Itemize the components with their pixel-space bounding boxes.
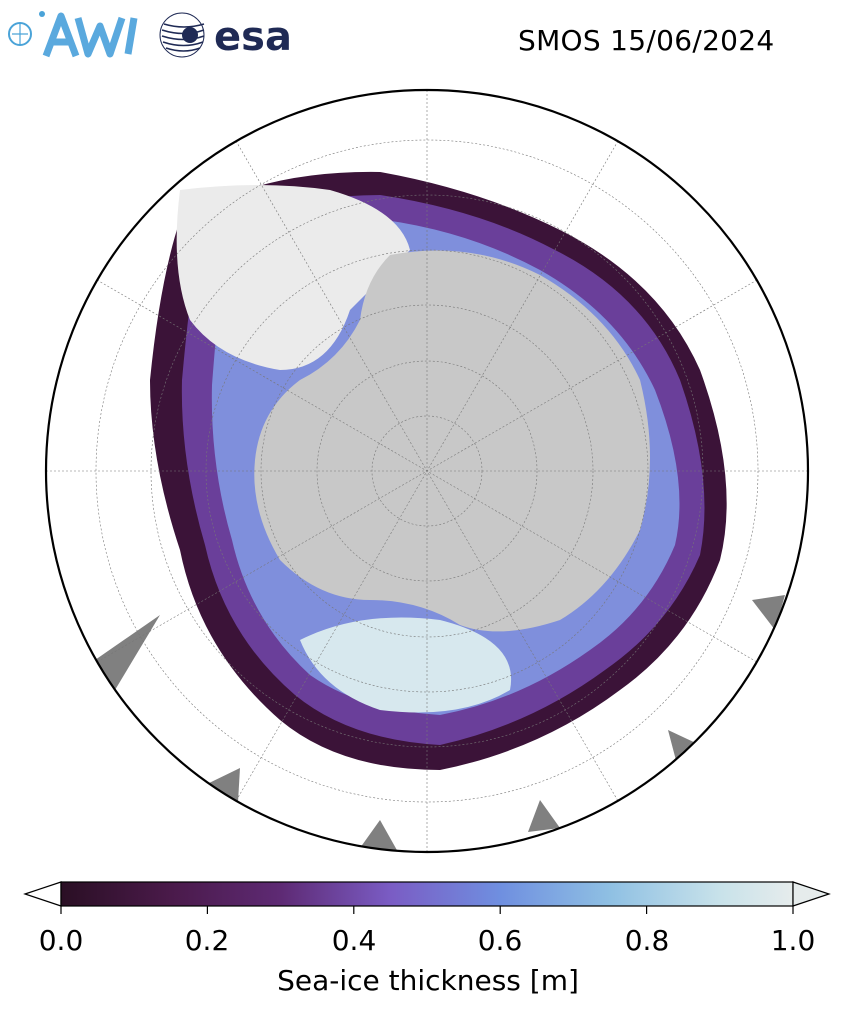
colorbar-gradient: [60, 881, 794, 907]
colorbar-tick-label: 0.0: [38, 924, 84, 957]
map-boundary: [44, 88, 810, 854]
colorbar-extend-min: [23, 881, 62, 907]
colorbar-tick-label: 0.6: [477, 924, 523, 957]
antarctica-land: [254, 250, 650, 632]
colorbar: [23, 881, 831, 914]
missing-data-wedge: [360, 820, 398, 852]
colorbar-tick-label: 0.8: [624, 924, 670, 957]
graticule: [46, 90, 808, 852]
colorbar-extend-max: [792, 881, 831, 907]
esa-logo: esa: [158, 10, 303, 64]
map-title: SMOS 15/06/2024: [518, 24, 775, 57]
colorbar-label: Sea-ice thickness [m]: [277, 964, 579, 997]
colorbar-tick-label: 0.2: [184, 924, 230, 957]
colorbar-tick-label: 0.4: [331, 924, 377, 957]
missing-data-wedge: [205, 768, 240, 802]
weddell-sea-thick-ice: [300, 617, 512, 713]
colorbar-tick-label: 1.0: [770, 924, 816, 957]
ross-ice-shelf: [176, 185, 410, 370]
missing-data-wedge: [95, 615, 160, 690]
header: esa SMOS 15/06/2024: [0, 0, 854, 70]
antarctic-sea-ice-map: [44, 88, 810, 854]
awi-logo: [6, 8, 146, 64]
svg-text:esa: esa: [214, 14, 292, 60]
missing-data-wedge: [528, 800, 560, 832]
colorbar-ticks: [60, 906, 794, 914]
